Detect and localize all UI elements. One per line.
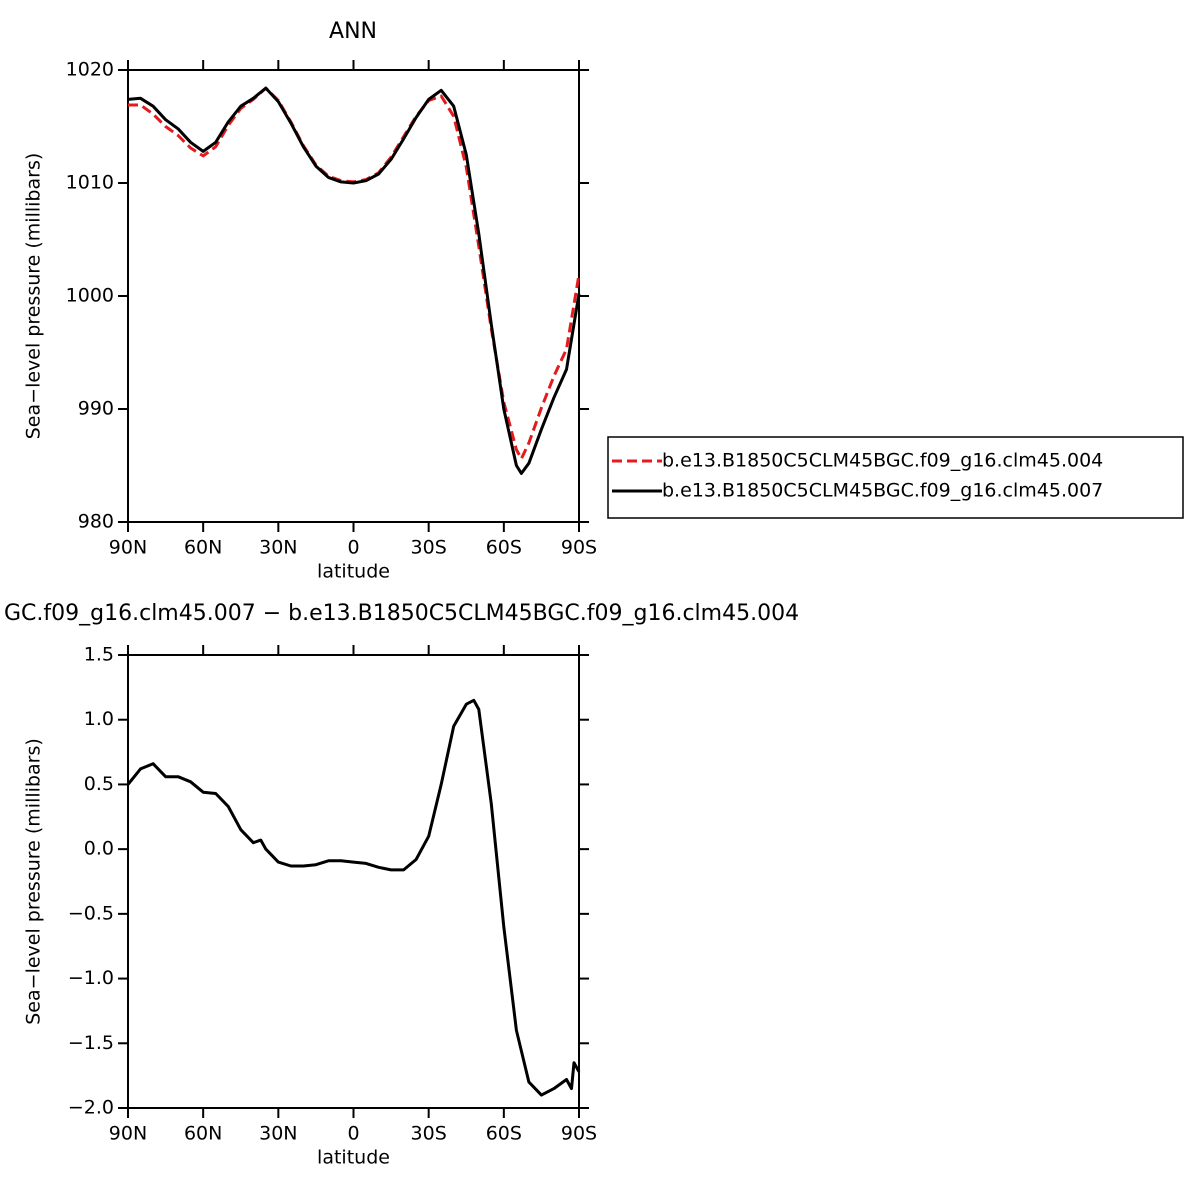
y-tick-label: −0.5	[68, 902, 114, 924]
y-axis-label: Sea−level pressure (millibars)	[23, 153, 45, 440]
x-tick-label: 90S	[561, 537, 597, 559]
y-tick-label: 980	[78, 511, 114, 533]
x-tick-label: 60S	[486, 1123, 522, 1145]
x-tick-label: 30N	[259, 537, 297, 559]
y-axis-label: Sea−level pressure (millibars)	[23, 738, 45, 1025]
x-tick-label: 60N	[184, 537, 222, 559]
legend-box	[607, 436, 1184, 519]
y-tick-label: 1020	[66, 59, 114, 81]
legend-label: b.e13.B1850C5CLM45BGC.f09_g16.clm45.004	[662, 450, 1103, 472]
y-tick-label: 990	[78, 398, 114, 420]
legend-label: b.e13.B1850C5CLM45BGC.f09_g16.clm45.007	[662, 480, 1103, 502]
y-tick-label: 1010	[66, 172, 114, 194]
y-tick-label: −2.0	[68, 1097, 114, 1119]
x-tick-label: 0	[347, 537, 359, 559]
data-line	[128, 86, 581, 461]
y-tick-label: −1.5	[68, 1032, 114, 1054]
x-tick-label: 90S	[561, 1123, 597, 1145]
x-tick-label: 0	[347, 1123, 359, 1145]
y-tick-label: 1.0	[84, 708, 114, 730]
x-axis-label: latitude	[317, 1147, 390, 1169]
x-tick-label: 90N	[109, 1123, 147, 1145]
plot-frame	[127, 69, 580, 523]
y-tick-label: 0.0	[84, 838, 114, 860]
y-tick-label: 1000	[66, 285, 114, 307]
x-tick-label: 30S	[411, 1123, 447, 1145]
x-tick-label: 30S	[411, 537, 447, 559]
data-line	[127, 86, 581, 475]
x-axis-label: latitude	[317, 561, 390, 583]
x-tick-label: 90N	[109, 537, 147, 559]
x-tick-label: 60S	[486, 537, 522, 559]
plot-frame	[127, 654, 580, 1109]
chart-title: ANN	[329, 19, 377, 44]
data-line	[126, 698, 581, 1097]
y-tick-label: −1.0	[68, 967, 114, 989]
chart-title: GC.f09_g16.clm45.007 − b.e13.B1850C5CLM4…	[4, 601, 799, 626]
x-tick-label: 30N	[259, 1123, 297, 1145]
y-tick-label: 0.5	[84, 773, 114, 795]
y-tick-label: 1.5	[84, 644, 114, 666]
x-tick-label: 60N	[184, 1123, 222, 1145]
